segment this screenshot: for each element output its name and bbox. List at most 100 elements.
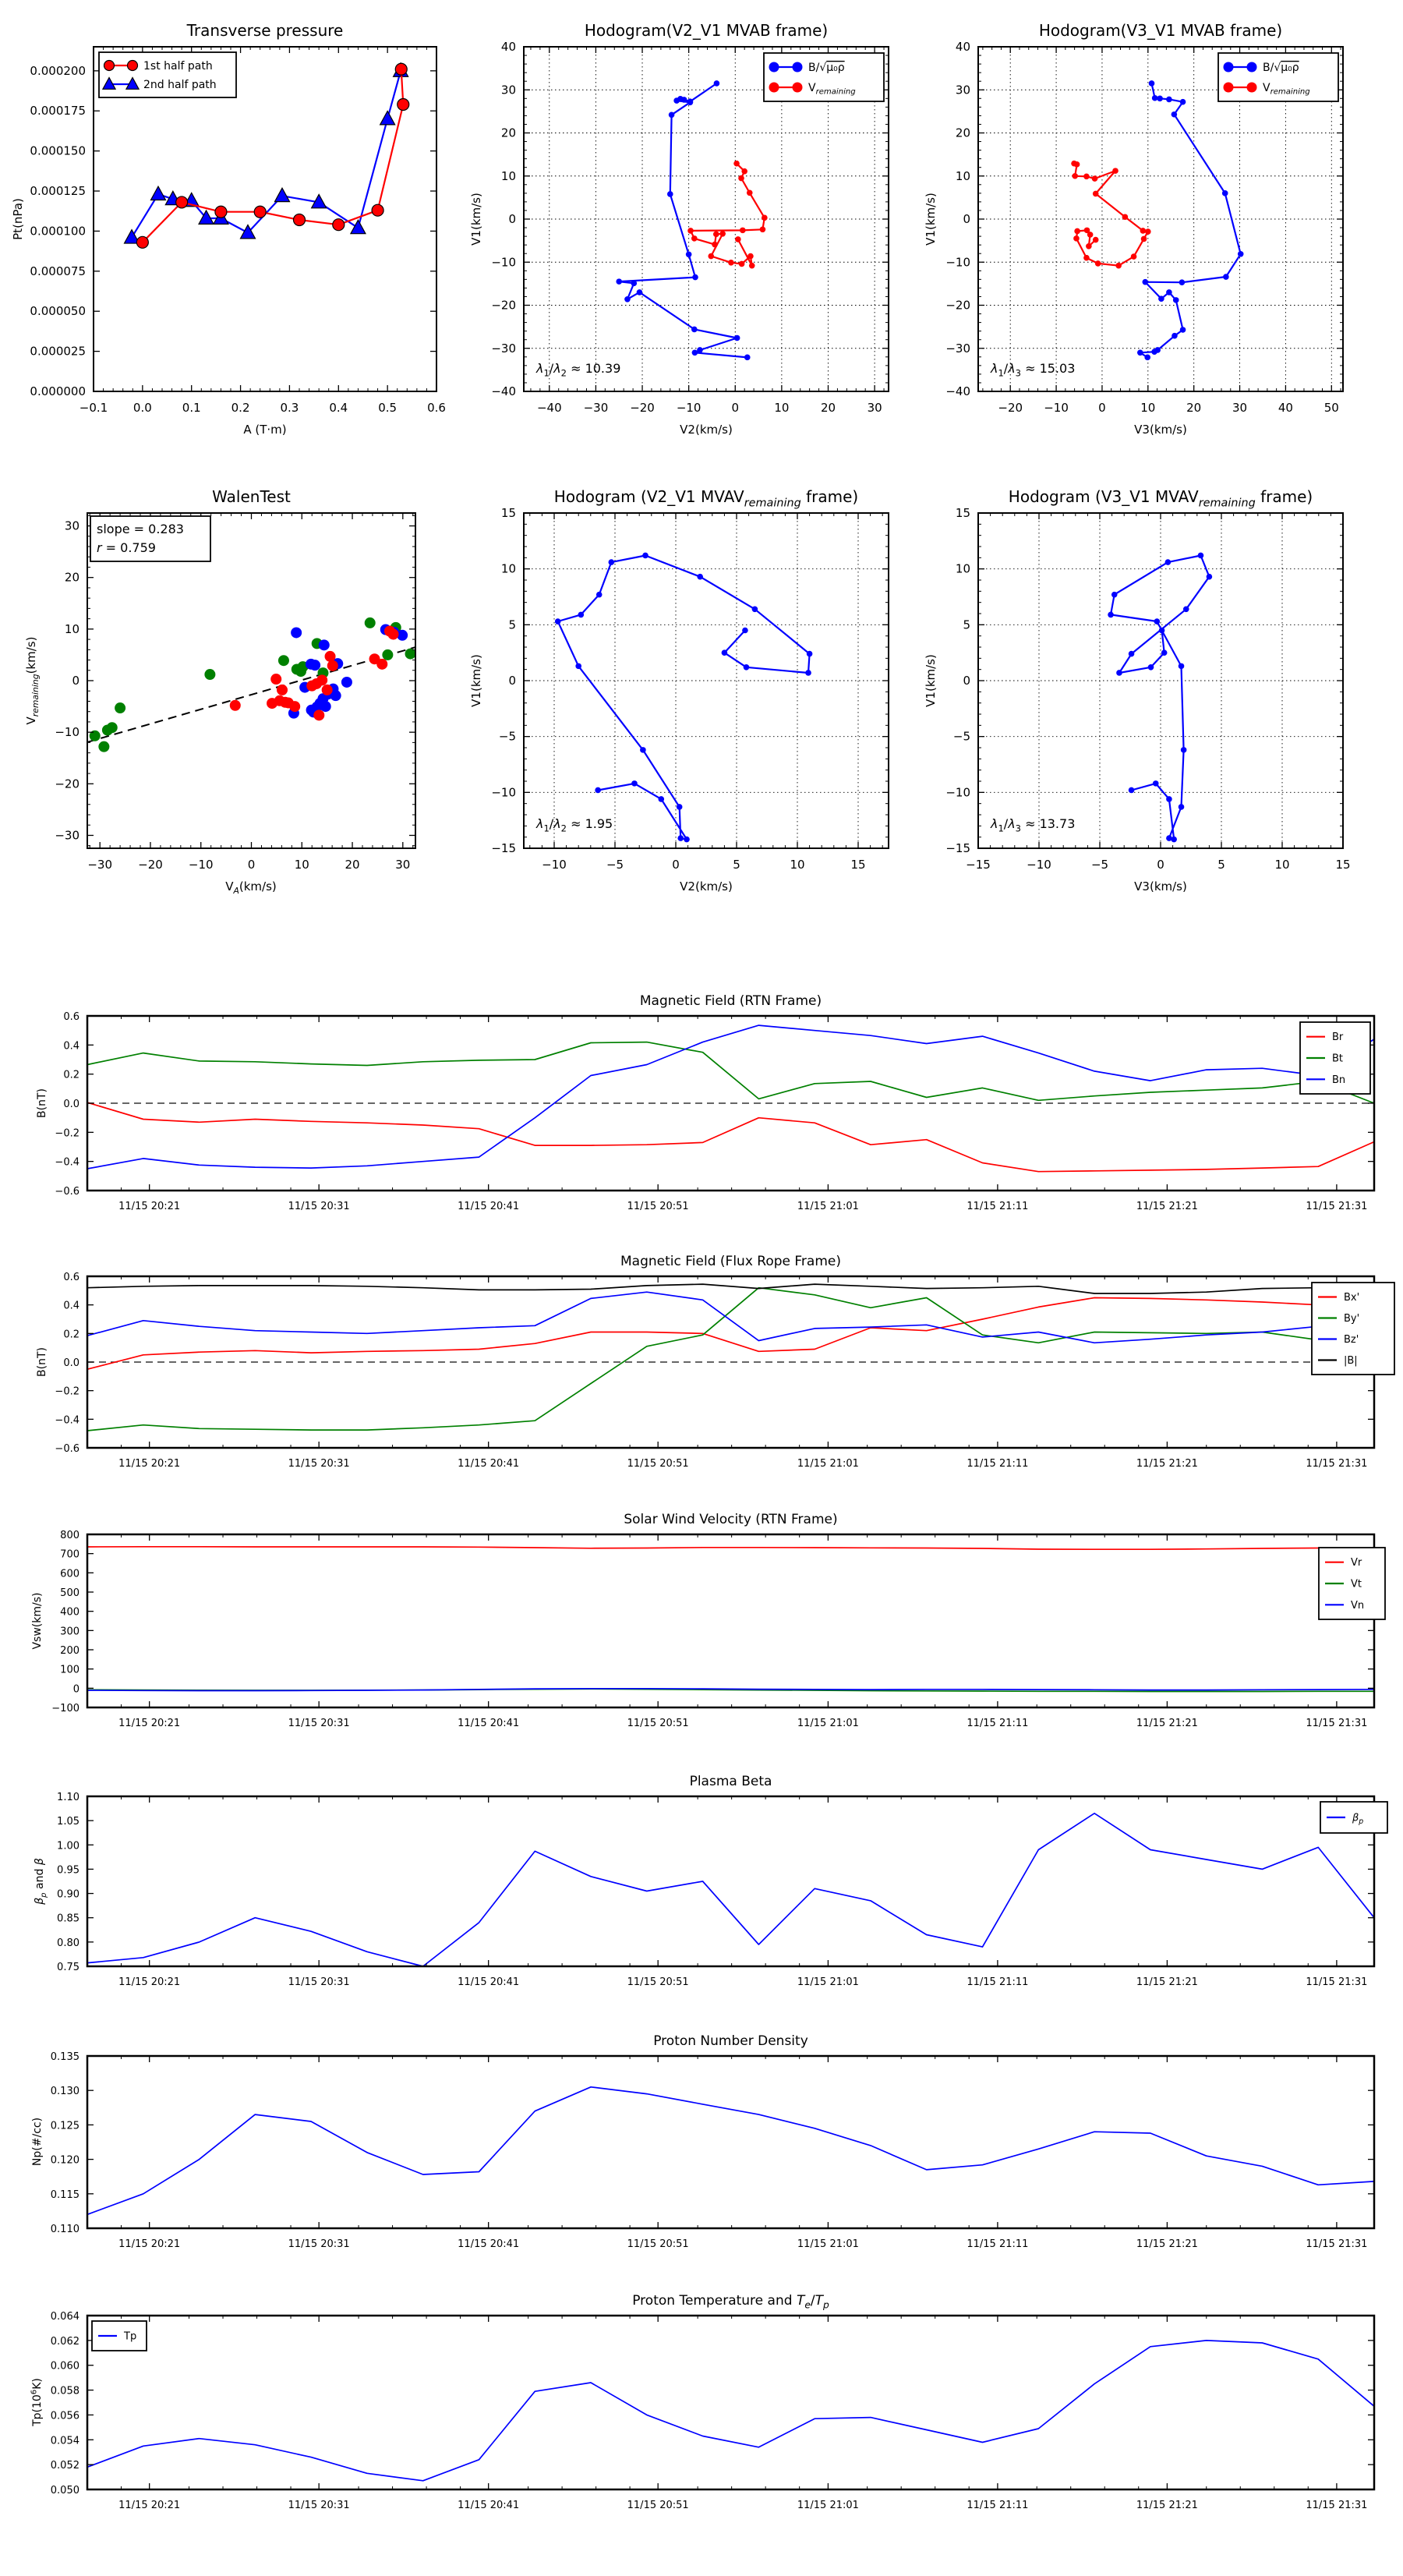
marker-dot [277, 655, 289, 667]
marker-dot [1206, 573, 1213, 580]
y-tick-label: −15 [491, 841, 516, 855]
marker-dot [658, 796, 665, 802]
hodogram-v3-mvab-ylabel: V1(km/s) [924, 193, 938, 246]
y-tick-label: 0.062 [51, 2336, 80, 2348]
x-tick-label: 10 [1274, 858, 1289, 872]
marker-dot [1158, 627, 1165, 634]
x-tick-label: 0 [1157, 858, 1164, 872]
marker-dot [376, 658, 388, 670]
y-tick-label: −10 [55, 725, 80, 739]
x-tick-label: 11/15 21:31 [1306, 1718, 1367, 1729]
marker-dot [595, 787, 601, 794]
marker-dot [575, 663, 581, 670]
marker-dot [327, 660, 338, 671]
marker-dot [691, 235, 698, 242]
x-tick-label: 11/15 20:41 [458, 1976, 519, 1988]
series-line [557, 554, 811, 840]
x-tick-label: 11/15 21:21 [1136, 1458, 1198, 1470]
marker-dot [1221, 190, 1228, 196]
marker-dot [738, 260, 745, 267]
legend-label: 2nd half path [143, 79, 217, 91]
b-rtn-series-Bt [87, 1041, 1375, 1104]
x-tick-label: 11/15 20:31 [288, 1718, 350, 1729]
marker-circle [292, 213, 306, 227]
marker-dot [1086, 243, 1092, 249]
marker-dot [687, 228, 694, 234]
y-tick-label: 1.10 [57, 1792, 80, 1803]
vsw-rtn-ylabel: Vsw(km/s) [31, 1592, 44, 1649]
marker-dot [743, 664, 750, 671]
walen-test-annotation-box [90, 515, 211, 562]
marker-dot [321, 684, 333, 695]
x-tick-label: 11/15 21:31 [1306, 2500, 1367, 2511]
x-tick-label: 0.3 [280, 401, 299, 415]
b-rtn-series-Br [87, 1102, 1375, 1173]
x-tick-label: 11/15 20:51 [627, 1458, 689, 1470]
marker-dot [738, 175, 744, 182]
y-tick-label: 0.6 [63, 1011, 80, 1023]
marker-dot [697, 347, 703, 353]
marker-dot [1237, 250, 1244, 257]
x-tick-label: −30 [584, 401, 609, 415]
proton-density-ticks: 11/15 20:21 11/15 20:31 11/15 20:41 11/15 2… [51, 2051, 1374, 2250]
series-line [87, 1102, 1375, 1173]
proton-temperature-series-Tp [87, 2340, 1375, 2482]
marker-dot [291, 627, 302, 639]
marker-dot [1130, 253, 1137, 260]
x-tick-label: 5 [733, 858, 740, 872]
proton-temperature-ylabel: Tp(106K) [30, 2378, 44, 2427]
y-tick-label: 0 [963, 674, 970, 688]
marker-dot [1122, 214, 1129, 221]
series-line [87, 1283, 1375, 1294]
marker-triangle [123, 228, 140, 244]
chart-hodogram-v2-mvav: −10 −5 0 5 10 15 −15 −10 −5 0 5 10 15 Hodogram (V2_V1… [469, 487, 889, 893]
x-tick-label: 5 [1217, 858, 1225, 872]
marker-triangle [379, 110, 396, 126]
marker-dot [1112, 168, 1119, 174]
legend-box [98, 51, 237, 98]
marker-dot [1172, 297, 1179, 303]
marker-dot [748, 262, 755, 269]
x-tick-label: 11/15 21:21 [1136, 2238, 1198, 2250]
hodogram-v2-mvav-ticks: −10 −5 0 5 10 15 −15 −10 −5 0 5 10 15 [491, 506, 889, 872]
x-tick-label: 0 [672, 858, 680, 872]
legend-label: Bz' [1344, 1334, 1359, 1346]
y-tick-label: −20 [55, 777, 80, 791]
x-tick-label: 11/15 21:31 [1306, 1201, 1367, 1212]
marker-dot [1111, 591, 1118, 598]
legend-label: By' [1344, 1313, 1359, 1325]
y-tick-label: −10 [491, 255, 516, 269]
chart-b-fluxrope: 11/15 20:21 11/15 20:31 11/15 20:41 11/15 2… [36, 1254, 1395, 1470]
x-tick-label: −20 [138, 858, 163, 872]
marker-dot [318, 639, 330, 651]
marker-dot [1087, 232, 1094, 238]
legend-label: Tp [123, 2331, 136, 2343]
y-tick-label: 10 [956, 169, 970, 183]
hodogram-v3-mvav-annotation: λ1/λ3 ≈ 13.73 [990, 816, 1075, 833]
series-line [87, 1297, 1375, 1371]
y-tick-label: −5 [953, 730, 970, 744]
marker-dot [1115, 262, 1122, 269]
proton-temperature-legend: Tp [91, 2320, 147, 2351]
marker-triangle [198, 209, 215, 225]
y-tick-label: 0.054 [51, 2435, 80, 2447]
marker-dot [1128, 787, 1135, 794]
marker-dot [1178, 804, 1185, 810]
y-tick-label: 0.000150 [30, 144, 86, 158]
y-tick-label: −0.2 [55, 1386, 80, 1398]
proton-temperature-title: Proton Temperature and Te/Tp [632, 2293, 829, 2311]
marker-dot [728, 260, 734, 266]
x-tick-label: 11/15 21:21 [1136, 1201, 1198, 1212]
marker-dot [691, 349, 698, 356]
legend-label: B/√μ₀ρ [1263, 62, 1299, 74]
x-tick-label: 0.6 [427, 401, 446, 415]
proton-density-ylabel: Np(#/cc) [31, 2118, 44, 2166]
x-tick-label: 11/15 21:21 [1136, 1976, 1198, 1988]
legend-box [1311, 1282, 1395, 1375]
y-tick-label: 0.135 [51, 2051, 80, 2063]
x-tick-label: 30 [395, 858, 410, 872]
y-tick-label: 0.0 [63, 1099, 80, 1110]
x-tick-label: −20 [998, 401, 1023, 415]
y-tick-label: 30 [65, 519, 80, 533]
